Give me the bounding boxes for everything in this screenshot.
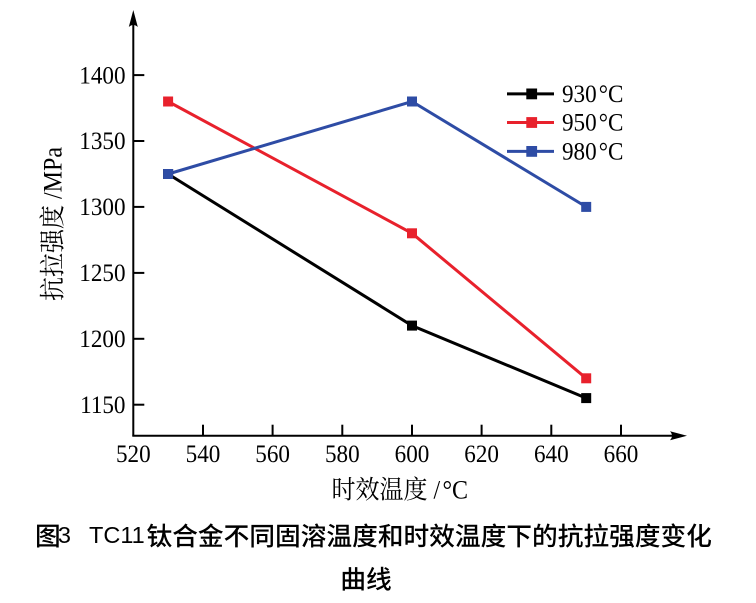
svg-text:620: 620 bbox=[464, 440, 499, 468]
svg-text:980: 980 bbox=[562, 137, 597, 165]
svg-text:°C: °C bbox=[599, 109, 624, 137]
svg-text:1200: 1200 bbox=[79, 325, 125, 353]
svg-text:520: 520 bbox=[116, 440, 151, 468]
svg-text:560: 560 bbox=[255, 440, 290, 468]
svg-text:1150: 1150 bbox=[80, 391, 125, 419]
svg-text:640: 640 bbox=[534, 440, 569, 468]
svg-text:1350: 1350 bbox=[79, 127, 125, 155]
svg-text:°C: °C bbox=[599, 137, 624, 165]
svg-text:TC11: TC11 bbox=[89, 522, 145, 548]
svg-text:600: 600 bbox=[395, 440, 430, 468]
svg-text:930: 930 bbox=[562, 80, 597, 108]
svg-text:°C: °C bbox=[442, 477, 468, 505]
svg-text:3: 3 bbox=[58, 522, 71, 548]
svg-text:/MPa: /MPa bbox=[40, 147, 68, 199]
svg-text:1250: 1250 bbox=[79, 259, 125, 287]
svg-text:1300: 1300 bbox=[79, 193, 125, 221]
svg-text:580: 580 bbox=[325, 440, 360, 468]
svg-text:/: / bbox=[434, 477, 441, 505]
svg-text:950: 950 bbox=[562, 109, 597, 137]
svg-text:660: 660 bbox=[604, 440, 639, 468]
svg-text:540: 540 bbox=[186, 440, 221, 468]
svg-text:°C: °C bbox=[599, 80, 624, 108]
svg-text:1400: 1400 bbox=[79, 61, 125, 89]
